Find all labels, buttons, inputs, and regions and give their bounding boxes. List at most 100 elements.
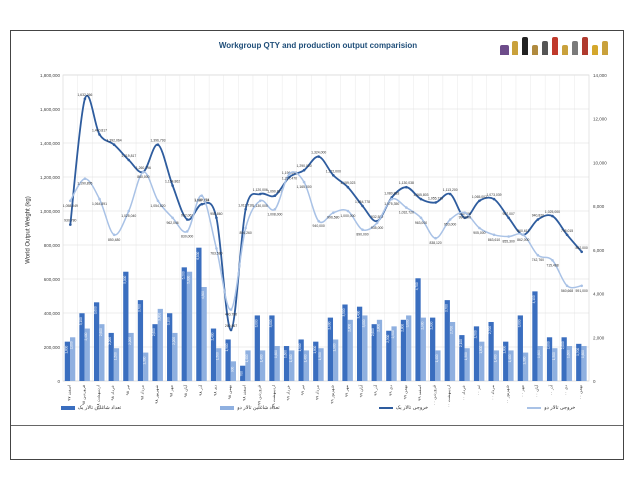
point-data-label: 1,030,751 <box>194 198 209 202</box>
bar-data-label: 1,800 <box>479 345 483 353</box>
bar-data-label: 1,400 <box>493 354 497 362</box>
bar <box>493 350 499 381</box>
series-point <box>405 185 408 189</box>
x-tick-label: اردیبهشت ۹۸ <box>96 385 101 408</box>
bar-data-label: 2,600 <box>371 328 375 336</box>
series-point <box>83 97 87 101</box>
series-point <box>171 216 174 220</box>
bar-data-label: 2,100 <box>459 339 463 347</box>
point-data-label: 1,011,716 <box>238 203 253 207</box>
legend-swatch <box>220 406 235 410</box>
chart-svg: 0200,000400,000600,000800,0001,000,0001,… <box>40 73 607 408</box>
point-data-label: 962,046 <box>166 221 178 225</box>
x-tick-label: اسفند ۹۹ <box>417 385 422 401</box>
bar <box>479 341 485 381</box>
point-data-label: 1,054,820 <box>150 204 165 208</box>
point-data-label: 940,820 <box>532 214 544 218</box>
bar <box>459 335 465 381</box>
bar <box>84 328 90 381</box>
series-point <box>463 211 467 214</box>
bar-data-label: 2,700 <box>450 326 454 334</box>
bar-data-label: 1,400 <box>245 354 249 362</box>
bar-data-label: 1,500 <box>464 352 468 360</box>
bar <box>298 339 304 381</box>
series-point <box>317 219 320 223</box>
point-data-label: 440,780 <box>225 313 237 317</box>
chart-title: Workgroup QTY and production output comp… <box>218 41 418 50</box>
bar-data-label: 3,000 <box>406 319 410 327</box>
bar <box>289 350 295 381</box>
x-tick-label: اسفند ۹۸ <box>242 385 247 401</box>
trophy-icon-shape <box>571 41 578 55</box>
y-tick-label: 1,000,000 <box>40 209 61 214</box>
y-tick-label: 400,000 <box>44 311 61 316</box>
x-tick-label: مرداد ۰۰ <box>490 385 495 400</box>
series-point <box>156 199 160 203</box>
y-tick-label: 1,200,000 <box>40 175 61 180</box>
bar <box>435 350 441 381</box>
x-tick-label: تیر ۹۸ <box>125 385 130 395</box>
bar <box>464 348 470 381</box>
trophy-icon-shape <box>601 41 608 55</box>
point-data-label: 830,000 <box>181 234 193 238</box>
point-data-label: 1,165,000 <box>297 185 312 189</box>
bar <box>245 350 251 381</box>
monitor-trophy-icon <box>500 33 509 55</box>
bar <box>152 324 158 381</box>
bar-data-label: 2,700 <box>488 326 492 334</box>
x-tick-label: شهریور ۹۹ <box>329 385 334 404</box>
bar <box>473 326 480 381</box>
trophy-icon-shape <box>561 45 568 55</box>
point-data-label: 1,130,000 <box>253 204 268 208</box>
bar-data-label: 3,000 <box>362 319 366 327</box>
point-data-label: 1,054,778 <box>355 200 370 204</box>
y2-tick-label: 4,000 <box>593 292 605 297</box>
point-data-label: 1,319,817 <box>121 154 136 158</box>
point-data-label: 952,063 <box>181 214 193 218</box>
trophy-icon <box>530 33 539 55</box>
series-point <box>492 233 496 237</box>
series-point <box>346 209 350 213</box>
bar-data-label: 3,000 <box>269 319 273 327</box>
bar <box>327 317 334 381</box>
point-data-label: 862,000 <box>576 246 588 250</box>
bar <box>269 315 275 381</box>
series-point <box>332 174 335 177</box>
series-point <box>69 223 72 226</box>
bar <box>581 346 587 381</box>
point-data-label: 930,780 <box>64 219 76 223</box>
series-point <box>185 230 189 233</box>
bar <box>420 317 426 381</box>
bar-data-label: 2,900 <box>327 321 331 329</box>
point-data-label: 1,090,817 <box>267 190 282 194</box>
x-tick-label: خرداد ۹۸ <box>110 385 115 401</box>
series-point <box>215 216 218 220</box>
point-data-label: 955,860 <box>210 212 222 216</box>
bar-data-label: 3,700 <box>137 304 141 312</box>
bar <box>254 315 260 381</box>
bar <box>333 339 339 381</box>
x-tick-label: اردیبهشت ۰۰ <box>446 385 451 408</box>
x-tick-label: آبان ۹۹ <box>359 384 364 397</box>
x-tick-label: مهر ۹۹ <box>344 385 349 397</box>
bar-data-label: 1,500 <box>113 352 117 360</box>
y2-tick-label: 0 <box>593 379 596 384</box>
point-data-label: 1,075,350 <box>384 202 399 206</box>
bar-data-label: 2,400 <box>210 332 214 340</box>
bar-data-label: 2,000 <box>561 341 565 349</box>
y-tick-label: 1,800,000 <box>40 73 61 78</box>
series-point <box>200 194 204 197</box>
series-point <box>98 133 101 136</box>
point-data-label: 1,260,796 <box>136 166 151 170</box>
bar <box>371 324 377 381</box>
x-tick-label: اسفند ۹۷ <box>66 385 71 401</box>
bar <box>386 330 392 381</box>
bar <box>230 361 236 381</box>
x-tick-label: تیر ۰۰ <box>475 385 480 395</box>
chart-frame: Workgroup QTY and production output comp… <box>10 30 624 460</box>
legend-swatch <box>378 407 393 409</box>
series-point <box>332 211 335 214</box>
point-data-label: 1,217,470 <box>282 177 297 181</box>
x-tick-label: شهریور ۰۰ <box>505 385 510 404</box>
point-data-label: 1,440,817 <box>92 129 107 133</box>
